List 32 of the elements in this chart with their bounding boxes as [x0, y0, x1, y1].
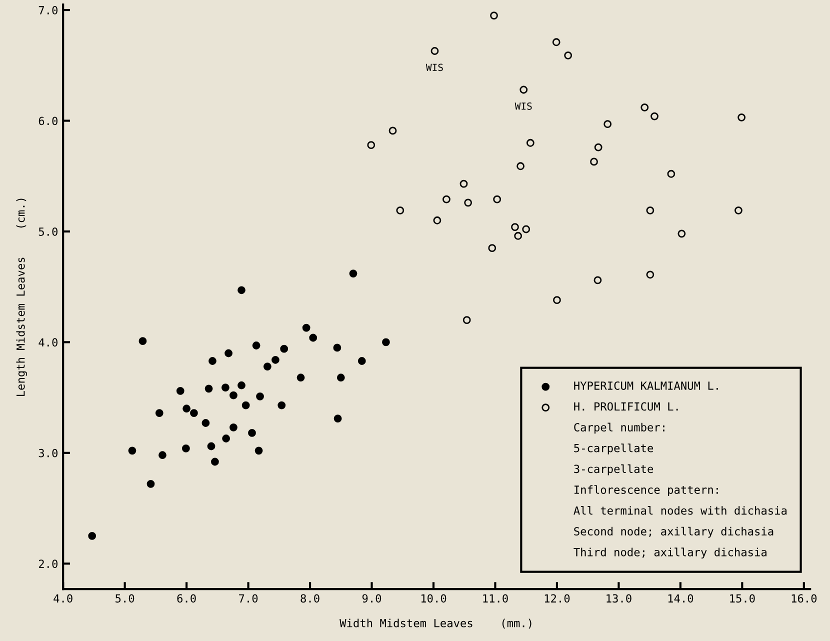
annotation: Carpel number:	[574, 422, 664, 434]
x-tick-label: 11.0	[483, 594, 508, 603]
annotation: Third node; axillary dichasia	[574, 548, 766, 558]
y-tick-label: 3.0	[38, 448, 58, 458]
x-tick-label: 16.0	[792, 594, 817, 603]
x-tick-label: 7.0	[239, 594, 258, 603]
annotation: WIS	[514, 102, 532, 110]
x-tick-label: 8.0	[300, 594, 320, 603]
y-tick-label: 6.0	[38, 116, 58, 126]
y-tick-label: 4.0	[38, 338, 58, 347]
annotation: 5-carpellate	[574, 444, 654, 454]
x-tick-label: 5.0	[116, 594, 134, 603]
x-tick-label: 9.0	[362, 594, 382, 603]
x-tick-label: 14.0	[668, 594, 694, 603]
legend-label: H. PROLIFICUM L.	[574, 402, 678, 411]
annotation: Inflorescence pattern:	[574, 485, 718, 496]
y-tick-label: 2.0	[38, 560, 58, 568]
y-axis-title: Length Midstem Leaves (cm.)	[16, 198, 28, 396]
y-tick-label: 5.0	[38, 227, 58, 236]
x-tick-label: 4.0	[54, 594, 72, 603]
x-tick-label: 12.0	[544, 594, 570, 603]
annotation: WIS	[426, 64, 443, 72]
x-tick-label: 6.0	[177, 594, 196, 603]
x-tick-label: 15.0	[730, 594, 755, 603]
annotation: 3-carpellate	[574, 464, 654, 476]
annotation: All terminal nodes with dichasia	[574, 506, 787, 515]
x-axis-title: Width Midstem Leaves (mm.)	[340, 618, 532, 629]
legend-label: HYPERICUM KALMIANUM L.	[574, 381, 718, 390]
annotation: Second node; axillary dichasia	[574, 526, 774, 538]
x-tick-label: 13.0	[606, 594, 632, 603]
x-tick-label: 10.0	[421, 594, 446, 603]
y-tick-label: 7.0	[38, 6, 58, 14]
